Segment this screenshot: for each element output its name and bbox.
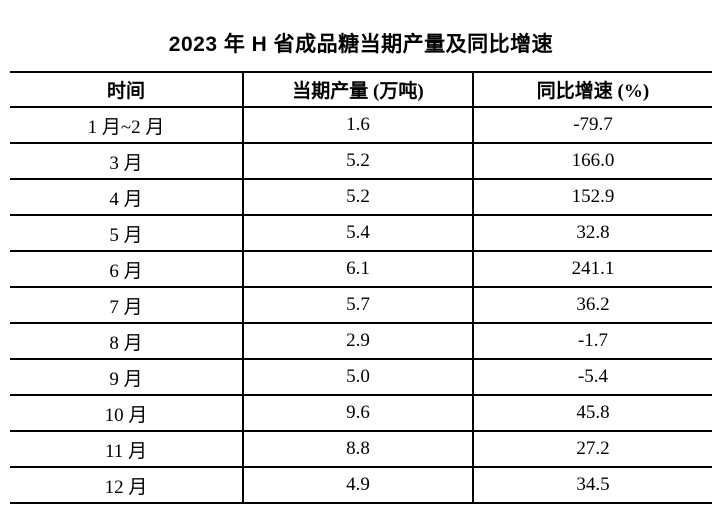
table-row: 1 月~2 月 1.6 -79.7 bbox=[10, 107, 712, 144]
table-row: 8 月 2.9 -1.7 bbox=[10, 323, 712, 360]
table-row: 11 月 8.8 27.2 bbox=[10, 431, 712, 468]
cell-time: 3 月 bbox=[10, 143, 243, 180]
cell-output: 4.9 bbox=[242, 467, 473, 504]
table-row: 9 月 5.0 -5.4 bbox=[10, 359, 712, 396]
cell-growth: 152.9 bbox=[472, 179, 712, 216]
table-row: 4 月 5.2 152.9 bbox=[10, 179, 712, 216]
table-row: 6 月 6.1 241.1 bbox=[10, 251, 712, 288]
cell-time: 4 月 bbox=[10, 179, 243, 216]
cell-growth: -1.7 bbox=[472, 323, 712, 360]
cell-growth: 27.2 bbox=[472, 431, 712, 468]
cell-time: 5 月 bbox=[10, 215, 243, 252]
cell-output: 5.2 bbox=[242, 143, 473, 180]
cell-output: 9.6 bbox=[242, 395, 473, 432]
cell-time: 8 月 bbox=[10, 323, 243, 360]
header-time: 时间 bbox=[10, 72, 243, 108]
table-header-row: 时间 当期产量 (万吨) 同比增速 (%) bbox=[10, 72, 712, 108]
cell-growth: 166.0 bbox=[472, 143, 712, 180]
cell-output: 1.6 bbox=[242, 107, 473, 144]
cell-time: 6 月 bbox=[10, 251, 243, 288]
table-row: 5 月 5.4 32.8 bbox=[10, 215, 712, 252]
cell-output: 6.1 bbox=[242, 251, 473, 288]
cell-growth: 32.8 bbox=[472, 215, 712, 252]
cell-time: 7 月 bbox=[10, 287, 243, 324]
header-yoy-growth: 同比增速 (%) bbox=[472, 72, 712, 108]
cell-time: 11 月 bbox=[10, 431, 243, 468]
table-row: 10 月 9.6 45.8 bbox=[10, 395, 712, 432]
cell-time: 1 月~2 月 bbox=[10, 107, 243, 144]
cell-time: 9 月 bbox=[10, 359, 243, 396]
cell-output: 5.2 bbox=[242, 179, 473, 216]
page-title: 2023 年 H 省成品糖当期产量及同比增速 bbox=[168, 33, 554, 56]
cell-output: 2.9 bbox=[242, 323, 473, 360]
table-row: 7 月 5.7 36.2 bbox=[10, 287, 712, 324]
table-row: 3 月 5.2 166.0 bbox=[10, 143, 712, 180]
table-row: 12 月 4.9 34.5 bbox=[10, 467, 712, 504]
cell-growth: -79.7 bbox=[472, 107, 712, 144]
cell-output: 5.7 bbox=[242, 287, 473, 324]
cell-growth: 34.5 bbox=[472, 467, 712, 504]
cell-output: 8.8 bbox=[242, 431, 473, 468]
cell-growth: 241.1 bbox=[472, 251, 712, 288]
cell-growth: 45.8 bbox=[472, 395, 712, 432]
cell-time: 10 月 bbox=[10, 395, 243, 432]
production-table: 时间 当期产量 (万吨) 同比增速 (%) 1 月~2 月 1.6 -79.7 … bbox=[10, 71, 712, 504]
cell-time: 12 月 bbox=[10, 467, 243, 504]
header-current-output: 当期产量 (万吨) bbox=[242, 72, 473, 108]
cell-output: 5.0 bbox=[242, 359, 473, 396]
cell-growth: -5.4 bbox=[472, 359, 712, 396]
cell-output: 5.4 bbox=[242, 215, 473, 252]
cell-growth: 36.2 bbox=[472, 287, 712, 324]
